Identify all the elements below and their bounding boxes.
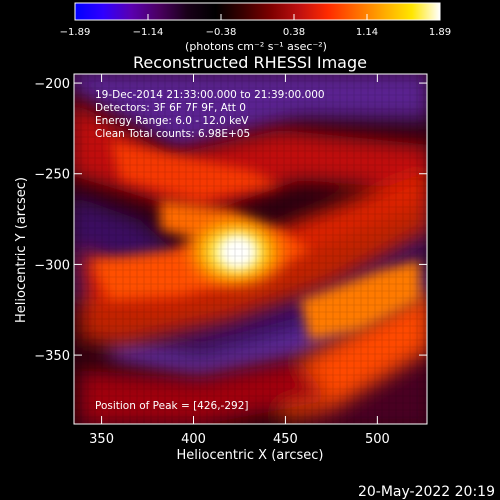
colorbar-tick-label: 0.38 bbox=[283, 27, 305, 38]
colorbar-ticks: −1.89 −1.14 −0.38 0.38 1.14 1.89 bbox=[60, 14, 451, 38]
x-tick-label: 500 bbox=[365, 432, 390, 447]
y-tick-label: −250 bbox=[34, 168, 70, 183]
y-tick-label: −200 bbox=[34, 77, 70, 92]
info-line: Clean Total counts: 6.98E+05 bbox=[95, 128, 250, 140]
colorbar-tick-label: −1.89 bbox=[60, 27, 91, 38]
colorbar-tick-label: 1.14 bbox=[356, 27, 378, 38]
info-line: Detectors: 3F 6F 7F 9F, Att 0 bbox=[95, 102, 246, 114]
colorbar-tick-label: −1.14 bbox=[133, 27, 164, 38]
peak-position-label: Position of Peak = [426,-292] bbox=[95, 400, 249, 412]
x-tick-label: 350 bbox=[89, 432, 114, 447]
x-tick-label: 450 bbox=[273, 432, 298, 447]
x-axis-label: Heliocentric X (arcsec) bbox=[177, 448, 324, 463]
colorbar-tick-label: 1.89 bbox=[429, 27, 451, 38]
footer-date: 20-May-2022 20:19 bbox=[358, 484, 495, 500]
y-axis-label: Heliocentric Y (arcsec) bbox=[14, 177, 29, 323]
x-axis-ticks: 350 400 450 500 bbox=[89, 74, 390, 447]
image-title: Reconstructed RHESSI Image bbox=[133, 53, 367, 72]
info-line: Energy Range: 6.0 - 12.0 keV bbox=[95, 115, 249, 127]
y-tick-label: −350 bbox=[34, 349, 70, 364]
colorbar-tick-label: −0.38 bbox=[206, 27, 237, 38]
colorbar-gradient bbox=[74, 2, 441, 21]
image-field bbox=[74, 74, 427, 424]
y-axis-ticks: −200 −250 −300 −350 bbox=[34, 77, 427, 364]
info-annotations: 19-Dec-2014 21:33:00.000 to 21:39:00.000… bbox=[95, 89, 325, 412]
y-tick-label: −300 bbox=[34, 258, 70, 273]
plot-frame bbox=[73, 73, 428, 425]
colorbar: −1.89 −1.14 −0.38 0.38 1.14 1.89 (photons cm⁻… bbox=[60, 2, 451, 53]
x-tick-label: 400 bbox=[181, 432, 206, 447]
info-line: 19-Dec-2014 21:33:00.000 to 21:39:00.000 bbox=[95, 89, 325, 101]
colorbar-units-label: (photons cm⁻² s⁻¹ asec⁻²) bbox=[185, 40, 327, 53]
